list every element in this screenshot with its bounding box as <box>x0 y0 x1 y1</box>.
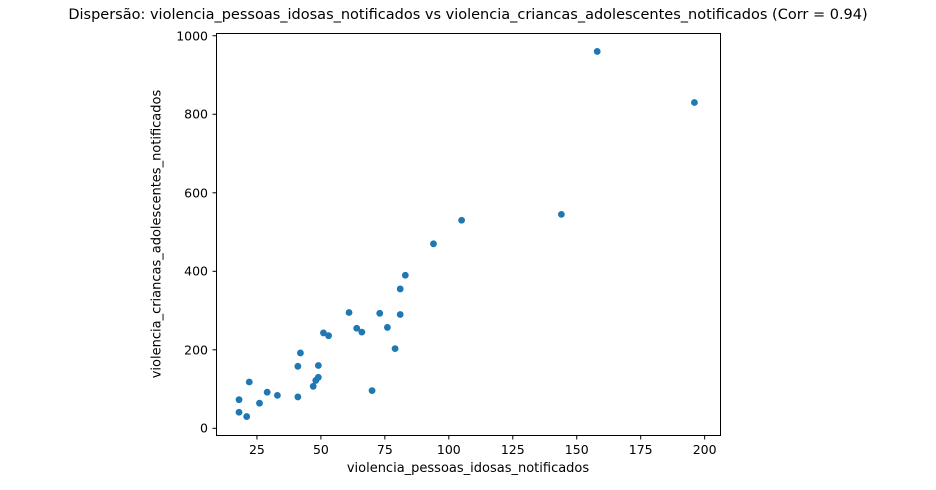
data-point <box>245 378 253 386</box>
x-tick-label: 100 <box>436 442 461 457</box>
data-point <box>396 285 404 293</box>
y-tick-label: 400 <box>184 263 208 279</box>
data-point <box>430 240 437 248</box>
data-point <box>401 271 409 279</box>
data-point <box>263 388 271 396</box>
data-point <box>256 399 263 407</box>
data-point <box>325 332 332 340</box>
data-point <box>294 362 302 370</box>
x-axis-label: violencia_pessoas_idosas_notificados <box>346 461 590 476</box>
x-tick-marks <box>256 435 706 440</box>
data-point <box>320 329 327 337</box>
data-point <box>691 99 698 106</box>
x-tick-label: 25 <box>248 442 265 457</box>
y-tick-label: 600 <box>184 185 208 201</box>
data-point <box>314 373 322 381</box>
y-tick-label: 1000 <box>176 28 208 44</box>
data-point <box>593 48 601 55</box>
data-point <box>345 309 353 316</box>
data-point <box>458 216 466 224</box>
x-tick-label: 125 <box>500 442 525 457</box>
y-tick-marks <box>212 35 217 429</box>
data-point <box>235 408 243 416</box>
x-tick-label: 75 <box>376 442 393 457</box>
y-tick-label: 800 <box>184 106 208 122</box>
data-point <box>297 349 304 357</box>
data-point <box>243 413 251 420</box>
data-point <box>358 328 366 336</box>
data-point <box>391 345 399 353</box>
data-point <box>309 382 317 390</box>
data-point <box>557 210 565 218</box>
x-tick-label: 150 <box>564 442 589 457</box>
data-point <box>235 396 243 404</box>
x-tick-label: 200 <box>692 442 717 457</box>
data-point <box>314 362 322 369</box>
data-point <box>396 311 404 318</box>
data-point <box>376 309 384 317</box>
data-point <box>274 391 281 399</box>
y-axis-label: violencia_criancas_adolescentes_notifica… <box>149 89 165 379</box>
x-tick-label: 175 <box>628 442 653 457</box>
y-tick-label: 200 <box>184 342 208 358</box>
data-point <box>353 324 361 332</box>
data-point <box>384 324 391 331</box>
chart-title: Dispersão: violencia_pessoas_idosas_noti… <box>68 7 868 23</box>
data-points <box>235 48 698 420</box>
axes-frame <box>216 33 721 436</box>
y-tick-label: 0 <box>200 420 208 436</box>
data-point <box>368 387 376 395</box>
data-point <box>294 393 302 401</box>
x-tick-label: 50 <box>312 442 329 457</box>
